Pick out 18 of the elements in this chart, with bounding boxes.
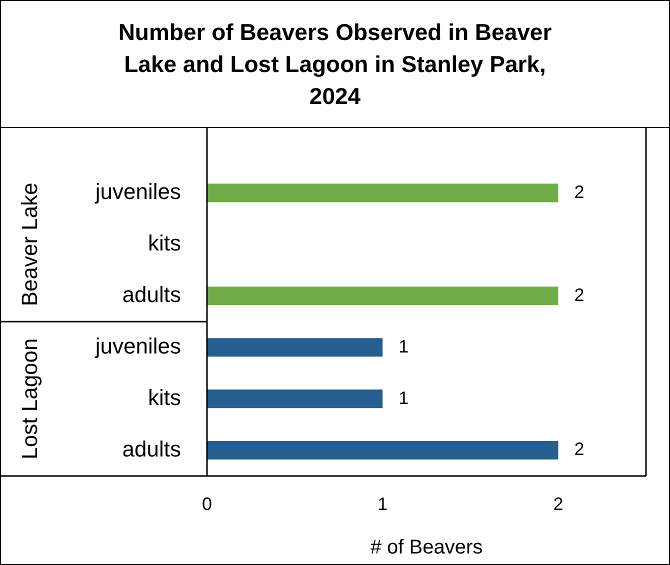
text: Lost Lagoon	[17, 338, 42, 460]
data-label: 1	[398, 388, 409, 408]
x-tick-label: 2	[553, 494, 564, 514]
data-label: 1	[398, 336, 409, 356]
x-tick-label: 0	[202, 494, 212, 514]
data-label: 2	[574, 439, 584, 460]
chart-title: Number of Beavers Observed in Beaver Lake and Lost Lagoon in Stanley Park, 2024	[117, 18, 553, 111]
y-tick-label: adults	[122, 436, 181, 462]
y-tick-label: kits	[148, 230, 181, 256]
data-label: 2	[574, 182, 584, 202]
x-tick-label: 1	[378, 494, 388, 514]
y-tick-label: juveniles	[94, 333, 181, 358]
y-tick-label: kits	[148, 384, 181, 410]
data-label: 2	[574, 284, 584, 305]
x-axis-title: # of Beavers	[370, 536, 483, 559]
text: Beaver Lake	[17, 182, 42, 306]
y-tick-label: juveniles	[94, 178, 181, 204]
y-tick-label: adults	[122, 282, 181, 307]
